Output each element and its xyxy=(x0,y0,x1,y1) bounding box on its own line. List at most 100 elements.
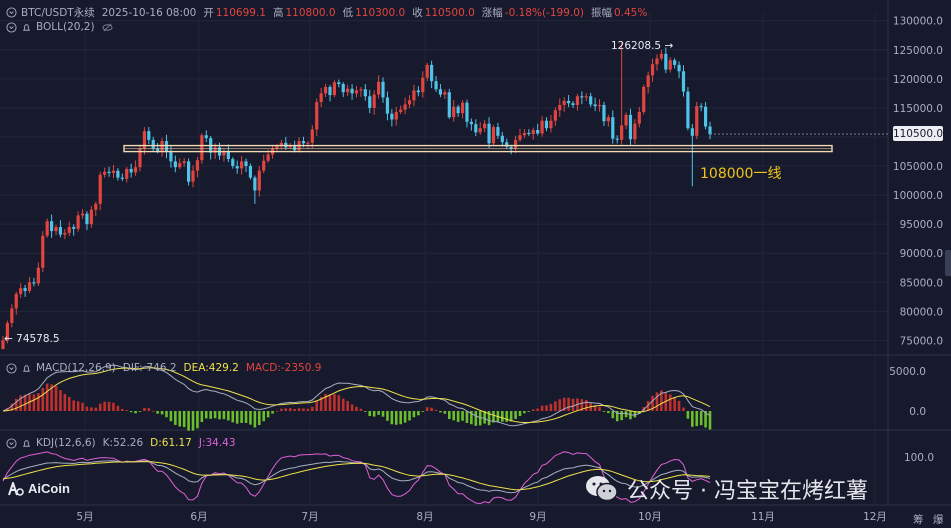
macd-histogram-bar xyxy=(103,401,106,411)
macd-histogram-bar xyxy=(200,411,204,423)
candle-body xyxy=(116,170,120,178)
period-low-label: ← 74578.5 xyxy=(4,333,60,345)
amplitude-label: 振幅 xyxy=(590,7,612,19)
macd-histogram-bar xyxy=(501,411,504,422)
candle-body xyxy=(301,141,306,144)
collapse-chevron-icon[interactable] xyxy=(6,362,17,374)
price-tick-label: 130000.0 xyxy=(893,16,943,28)
macd-histogram-bar xyxy=(63,394,67,411)
candle-body xyxy=(142,131,146,149)
candle-body xyxy=(584,96,588,98)
macd-histogram-bar xyxy=(98,403,102,411)
macd-histogram-bar xyxy=(182,411,186,428)
macd-histogram-bar xyxy=(280,408,283,411)
boll-indicator-label: BOLL(20,2) xyxy=(36,21,95,33)
candle-body xyxy=(240,161,244,169)
price-axis: 130000.0125000.0120000.0115000.0110000.0… xyxy=(893,16,943,348)
alert-bell-icon[interactable] xyxy=(21,363,32,374)
candle-body xyxy=(341,84,345,93)
candle-body xyxy=(315,102,319,130)
candle-body xyxy=(695,106,699,136)
macd-histogram-bar xyxy=(452,411,456,421)
macd-histogram-bar xyxy=(394,411,398,425)
macd-histogram-bar xyxy=(439,411,442,413)
candle-body xyxy=(628,114,633,140)
candle-body xyxy=(111,170,116,173)
chip-distribution-button[interactable]: 筹 xyxy=(913,514,924,526)
macd-histogram-bar xyxy=(169,411,173,422)
macd-histogram-bar xyxy=(204,411,208,419)
candle-body xyxy=(416,90,420,93)
candle-body xyxy=(549,120,553,129)
current-price-tag-box xyxy=(893,126,943,142)
visibility-eye-icon[interactable] xyxy=(102,22,113,33)
macd-histogram-bar xyxy=(187,411,190,431)
alert-bell-icon[interactable] xyxy=(21,438,32,449)
candle-body xyxy=(620,125,624,140)
collapse-chevron-icon[interactable] xyxy=(6,7,17,18)
candle-body xyxy=(372,94,376,108)
macd-histogram-bar xyxy=(37,393,40,411)
macd-histogram-bar xyxy=(505,411,509,422)
macd-histogram-bar xyxy=(293,409,296,411)
macd-histogram-bar xyxy=(14,398,18,411)
candle-body xyxy=(354,90,359,94)
candle-body xyxy=(266,154,270,161)
macd-histogram-bar xyxy=(324,393,327,411)
macd-histogram-bar xyxy=(143,407,146,411)
candle-body xyxy=(32,282,36,284)
candle-body xyxy=(438,89,443,95)
macd-histogram-bar xyxy=(151,410,155,412)
price-tick-label: 90000.0 xyxy=(900,248,943,260)
macd-histogram-bar xyxy=(695,411,699,427)
macd-histogram-bar xyxy=(350,404,354,411)
macd-histogram-bar xyxy=(607,411,610,414)
candle-body xyxy=(350,88,354,94)
macd-histogram-bar xyxy=(138,411,142,412)
side-panel-toggle-upper[interactable] xyxy=(945,250,951,276)
macd-histogram-bar xyxy=(673,397,676,411)
candle-body xyxy=(487,123,491,144)
macd-histogram-bar xyxy=(571,398,575,411)
macd-histogram-bar xyxy=(372,411,376,417)
alert-bell-icon[interactable] xyxy=(21,22,32,33)
macd-histogram-bar xyxy=(602,411,606,412)
macd-tick-label: 0.0 xyxy=(909,406,926,418)
candle-body xyxy=(63,232,67,235)
symbol-name: BTC/USDT永续 xyxy=(21,7,95,19)
macd-histogram-bar xyxy=(364,411,367,412)
candle-body xyxy=(478,128,482,133)
candle-body xyxy=(323,86,328,94)
time-tick-label: 11月 xyxy=(751,511,775,523)
macd-histogram-bar xyxy=(708,411,712,430)
collapse-chevron-icon[interactable] xyxy=(6,437,17,449)
time-tick-label: 7月 xyxy=(301,511,318,523)
candle-body xyxy=(50,221,54,232)
candle-body xyxy=(80,213,85,216)
candle-body xyxy=(72,227,76,229)
macd-histogram-bar xyxy=(615,411,619,422)
candle-body xyxy=(235,166,239,169)
macd-histogram-bar xyxy=(275,410,279,412)
collapse-chevron-icon[interactable] xyxy=(6,21,17,33)
candle-body xyxy=(319,93,323,103)
kdj-indicator-label: KDJ(12,6,6) xyxy=(36,437,96,449)
candle-body xyxy=(456,106,460,114)
macd-tick-label: 5000.0 xyxy=(889,366,926,378)
macd-histogram-bar xyxy=(116,405,120,411)
liquidation-button[interactable]: 爆 xyxy=(933,514,944,526)
candle-body xyxy=(646,75,650,87)
macd-histogram-bar xyxy=(704,411,707,428)
macd-histogram-bar xyxy=(465,411,469,423)
macd-histogram-bar xyxy=(284,408,288,411)
candle-body xyxy=(19,288,23,294)
macd-histogram-bar xyxy=(487,411,491,426)
macd-histogram-bar xyxy=(244,411,248,423)
aicoin-watermark-text: AiCoin xyxy=(28,481,70,496)
candle-body xyxy=(169,151,173,162)
candle-body xyxy=(14,293,18,309)
candle-body xyxy=(306,142,310,144)
candle-body xyxy=(425,64,429,78)
